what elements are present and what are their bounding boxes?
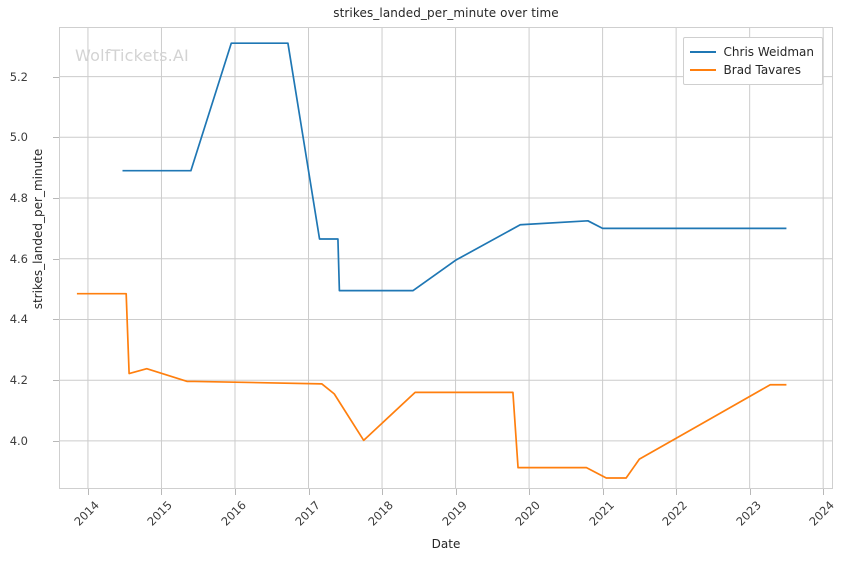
x-tick-label: 2020 <box>512 498 543 529</box>
x-tick-label: 2019 <box>438 498 470 529</box>
chart-title: strikes_landed_per_minute over time <box>333 6 559 20</box>
series-line-2 <box>76 292 787 479</box>
x-tick-mark <box>602 489 604 495</box>
x-tick-label: 2016 <box>218 498 249 529</box>
x-tick-mark <box>161 489 163 495</box>
y-tick-mark <box>53 440 59 442</box>
x-tick-mark <box>455 489 457 495</box>
x-tick-mark <box>749 489 751 495</box>
series-lines <box>76 42 787 479</box>
x-tick-mark <box>234 489 236 495</box>
y-tick-label: 4.4 <box>9 312 28 327</box>
legend-label: Chris Weidman <box>723 45 814 59</box>
gridlines <box>60 28 832 488</box>
y-tick-mark <box>53 198 59 200</box>
y-tick-mark <box>53 319 59 321</box>
x-tick-mark <box>529 489 531 495</box>
series-line-1 <box>122 42 787 292</box>
legend: Chris Weidman Brad Tavares <box>682 37 823 85</box>
y-axis-label: strikes_landed_per_minute <box>31 148 45 310</box>
x-tick-label: 2023 <box>732 498 764 529</box>
legend-item-1[interactable]: Chris Weidman <box>689 43 814 61</box>
legend-label: Brad Tavares <box>723 63 801 77</box>
y-tick-mark <box>53 258 59 260</box>
y-tick-mark <box>53 137 59 139</box>
x-tick-mark <box>823 489 825 495</box>
x-tick-mark <box>87 489 89 495</box>
x-axis-label: Date <box>431 537 461 551</box>
y-tick-mark <box>53 76 59 78</box>
x-tick-label: 2018 <box>365 498 396 529</box>
x-tick-mark <box>382 489 384 495</box>
y-tick-label: 5.0 <box>9 130 28 145</box>
x-tick-label: 2024 <box>806 498 838 529</box>
x-tick-mark <box>308 489 310 495</box>
y-tick-label: 4.0 <box>9 433 28 448</box>
y-tick-label: 4.8 <box>9 191 28 206</box>
x-tick-mark <box>676 489 678 495</box>
legend-color-swatch <box>689 68 716 72</box>
y-tick-label: 5.2 <box>9 69 28 84</box>
legend-item-2[interactable]: Brad Tavares <box>689 61 814 79</box>
legend-color-swatch <box>689 50 716 54</box>
plot-canvas <box>60 28 832 488</box>
x-tick-label: 2022 <box>659 498 691 529</box>
plot-area: WolfTickets.AI Chris Weidman Brad Tavares <box>59 27 833 489</box>
y-tick-label: 4.2 <box>9 373 28 388</box>
y-tick-label: 4.6 <box>9 251 28 266</box>
x-tick-label: 2021 <box>585 498 617 529</box>
x-tick-label: 2017 <box>291 498 323 529</box>
x-tick-label: 2015 <box>144 498 176 529</box>
y-tick-mark <box>53 380 59 382</box>
x-tick-label: 2014 <box>71 498 102 529</box>
